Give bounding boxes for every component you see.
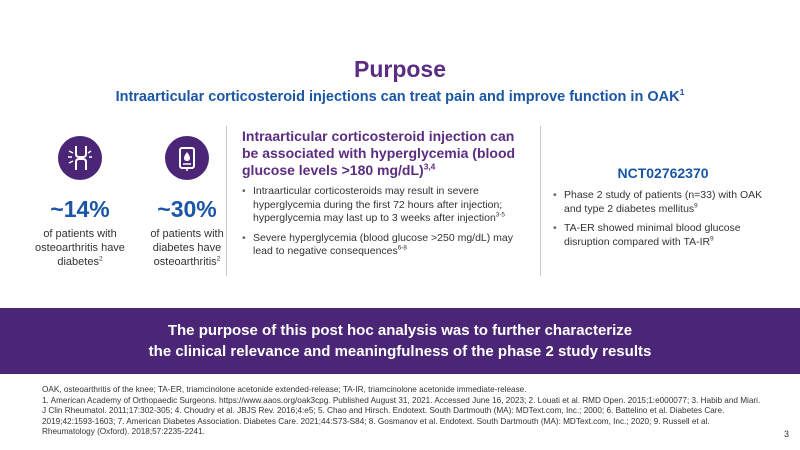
- list-item: Phase 2 study of patients (n=33) with OA…: [553, 189, 773, 216]
- list-item: Intraarticular corticosteroids may resul…: [242, 185, 532, 226]
- stat-value: ~14%: [50, 196, 110, 222]
- banner-line-1: The purpose of this post hoc analysis wa…: [167, 322, 633, 339]
- section-heading: Intraarticular corticosteroid injection …: [242, 128, 516, 178]
- stat-value: ~30%: [157, 196, 217, 222]
- list-item: TA-ER showed minimal blood glucose disru…: [553, 222, 773, 249]
- divider-left: [226, 126, 227, 276]
- banner-line-2: the clinical relevance and meaningfulnes…: [148, 343, 652, 360]
- study-section: NCT02762370 Phase 2 study of patients (n…: [553, 165, 773, 255]
- divider-right: [540, 126, 541, 276]
- study-id-heading: NCT02762370: [617, 165, 709, 181]
- slide-subtitle: Intraarticular corticosteroid injections…: [115, 87, 685, 105]
- bullet-list: Phase 2 study of patients (n=33) with OA…: [553, 189, 773, 249]
- abbreviations: OAK, osteoarthritis of the knee; TA-ER, …: [42, 385, 527, 394]
- stat-description: of patients with diabetes have osteoarth…: [150, 228, 224, 268]
- stat-description: of patients with osteoarthritis have dia…: [35, 228, 125, 268]
- footnotes: OAK, osteoarthritis of the knee; TA-ER, …: [42, 385, 762, 438]
- stat-diabetes-osteoarthritis: ~30% of patients with diabetes have oste…: [132, 136, 242, 269]
- page-number: 3: [784, 429, 790, 439]
- stat-osteoarthritis-diabetes: ~14% of patients with osteoarthritis hav…: [25, 136, 135, 269]
- glucose-meter-icon: [165, 136, 209, 180]
- list-item: Severe hyperglycemia (blood glucose >250…: [242, 232, 532, 259]
- bullet-list: Intraarticular corticosteroids may resul…: [242, 185, 532, 259]
- hyperglycemia-section: Intraarticular corticosteroid injection …: [242, 128, 532, 265]
- slide-title: Purpose: [353, 56, 447, 82]
- knee-joint-icon: [58, 136, 102, 180]
- references: 1. American Academy of Orthopaedic Surge…: [42, 395, 761, 437]
- purpose-banner: The purpose of this post hoc analysis wa…: [0, 308, 800, 374]
